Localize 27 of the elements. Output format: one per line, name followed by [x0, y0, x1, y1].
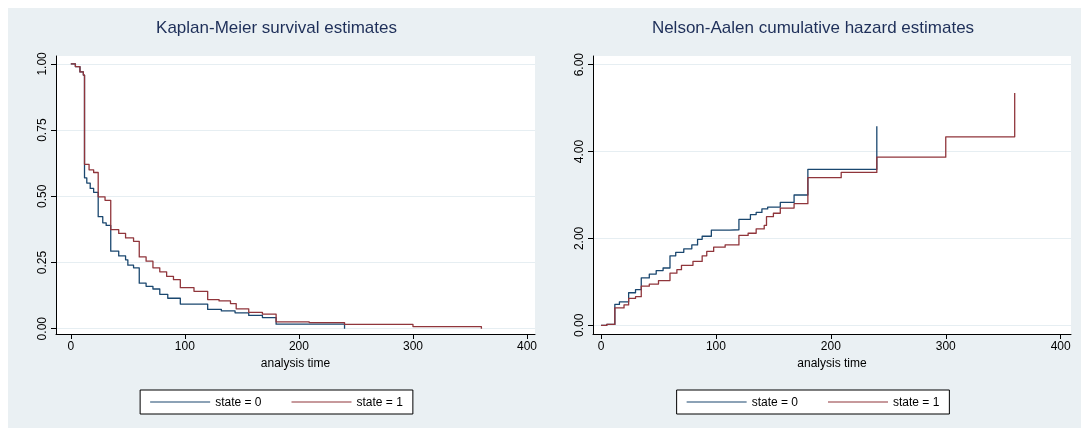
y-tick-label: 2.00 — [572, 226, 586, 251]
x-tick-label: 100 — [705, 339, 727, 353]
x-tick-label: 300 — [402, 339, 424, 353]
legend-label: state = 0 — [751, 395, 799, 409]
x-tick-label: 400 — [1050, 339, 1071, 353]
x-tick-label: 0 — [597, 339, 605, 353]
y-tick-label: 0.75 — [35, 118, 49, 142]
y-tick-label: 1.00 — [35, 51, 49, 76]
y-tick-label: 0.25 — [35, 250, 49, 275]
y-tick-label: 0.50 — [35, 184, 49, 208]
y-tick-label: 0.00 — [572, 313, 586, 337]
y-tick-label: 6.00 — [572, 52, 586, 77]
x-tick-label: 200 — [820, 339, 842, 353]
x-tick-label: 200 — [288, 339, 310, 353]
x-axis-title: analysis time — [260, 355, 331, 370]
x-tick-label: 400 — [517, 339, 538, 353]
chart-title: Nelson-Aalen cumulative hazard estimates — [651, 18, 975, 37]
x-tick-label: 300 — [935, 339, 957, 353]
legend-label: state = 0 — [215, 395, 262, 409]
x-tick-label: 0 — [67, 339, 75, 353]
y-tick-label: 0.00 — [35, 316, 49, 341]
y-tick-label: 4.00 — [572, 139, 586, 164]
chart-title: Kaplan-Meier survival estimates — [156, 18, 397, 37]
x-axis-title: analysis time — [797, 355, 867, 370]
legend-label: state = 1 — [893, 395, 940, 409]
legend-label: state = 1 — [356, 395, 404, 409]
x-tick-label: 100 — [174, 339, 196, 353]
